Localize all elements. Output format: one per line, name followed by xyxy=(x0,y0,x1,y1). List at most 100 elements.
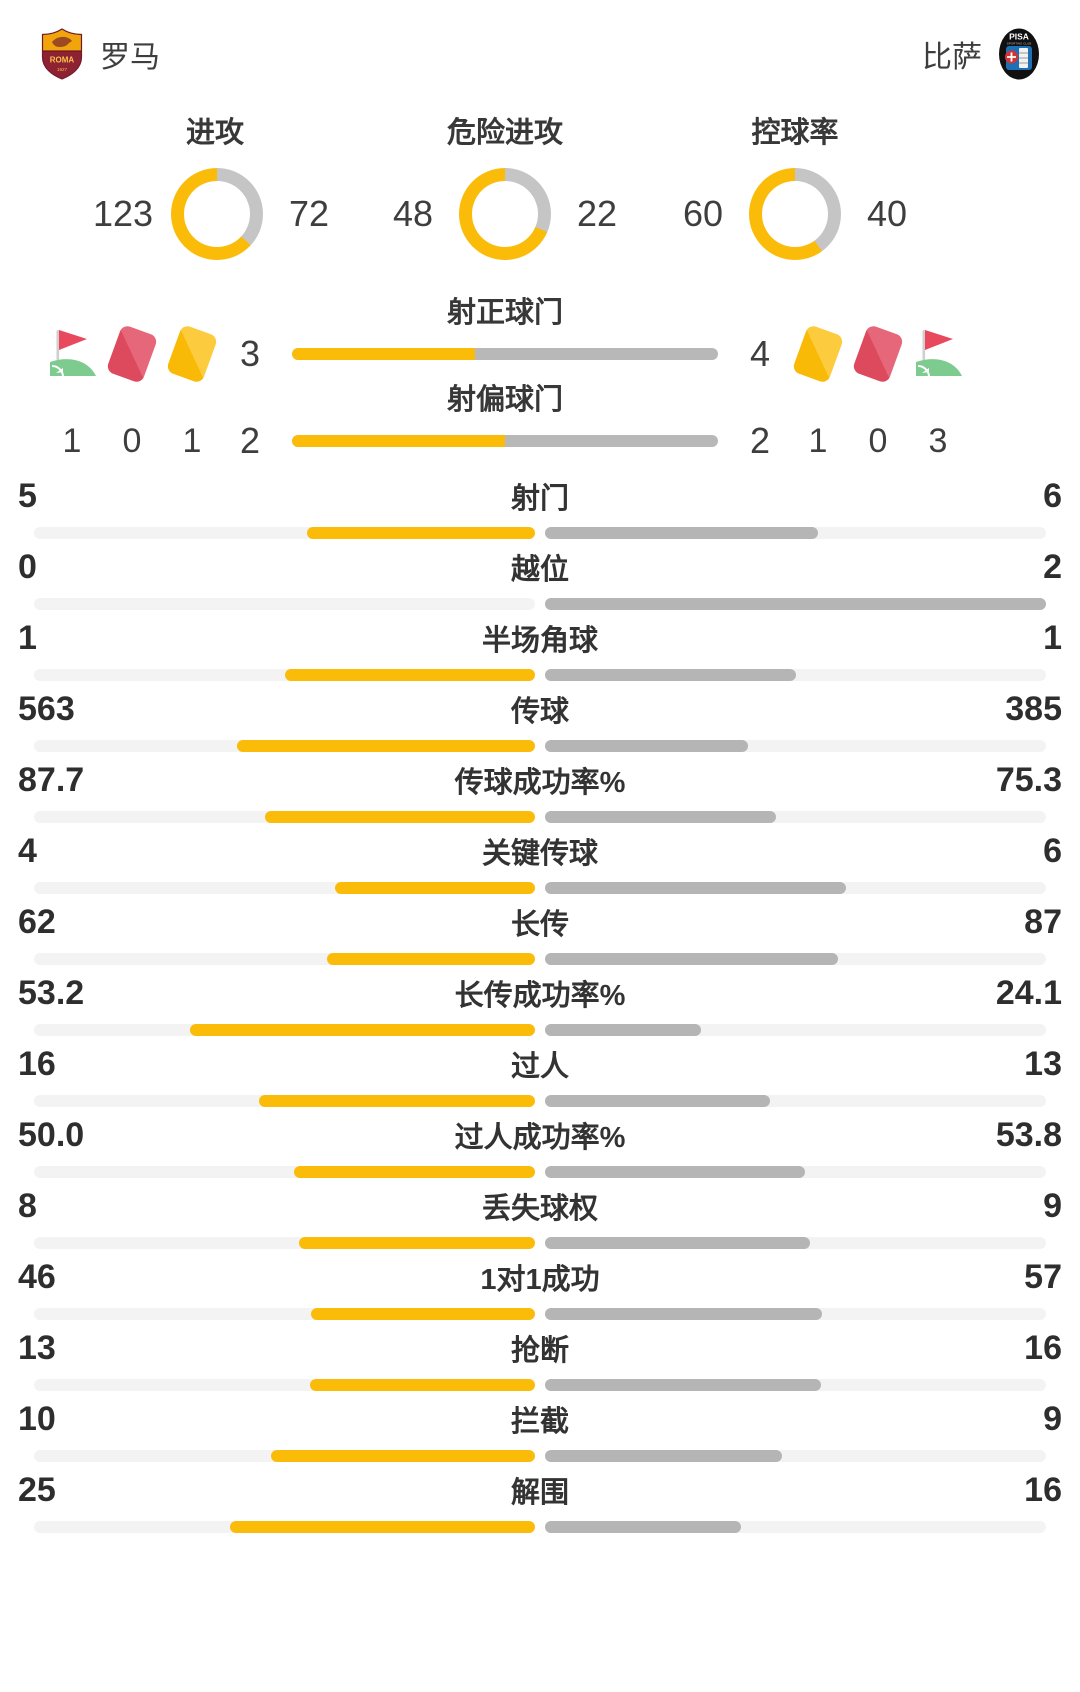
stat-label: 关键传球 xyxy=(481,838,599,870)
donut-title: 控球率 xyxy=(751,117,839,149)
stat-home-track xyxy=(34,1024,535,1036)
stat-away-fill xyxy=(545,598,1046,610)
stat-label: 解围 xyxy=(510,1477,570,1509)
donut-chart xyxy=(749,168,841,260)
corner-flag-icon xyxy=(908,326,968,382)
yellow-card-icon xyxy=(162,324,222,384)
stat-home-fill xyxy=(284,669,535,681)
shots-on-target-title: 射正球门 xyxy=(446,297,563,329)
stat-row: 0 越位 2 xyxy=(0,545,1080,610)
stat-home-value: 0 xyxy=(18,547,37,586)
donut-home-value: 123 xyxy=(92,193,154,234)
match-header: ROMA 1927 罗马 比萨 PISA SPORTING CLUB xyxy=(0,0,1080,82)
stat-away-track xyxy=(545,882,1046,894)
stat-home-value: 4 xyxy=(18,831,37,870)
donut-stat: 危险进攻 48 22 xyxy=(360,110,650,262)
stat-away-fill xyxy=(545,953,838,965)
stat-home-track xyxy=(34,882,535,894)
stat-home-fill xyxy=(326,953,535,965)
stat-away-track xyxy=(545,1450,1046,1462)
stat-away-value: 1 xyxy=(1043,618,1062,657)
stat-away-fill xyxy=(545,811,777,823)
stat-label: 传球成功率% xyxy=(454,767,626,799)
shots-off-target-row: 2 2 xyxy=(222,420,788,462)
stat-away-track xyxy=(545,1379,1046,1391)
stat-away-fill xyxy=(545,669,796,681)
stat-home-value: 10 xyxy=(18,1399,56,1438)
stat-row: 16 过人 13 xyxy=(0,1042,1080,1107)
stat-home-value: 5 xyxy=(18,476,37,515)
stat-home-track xyxy=(34,1237,535,1249)
home-discipline-counts: 1 0 1 xyxy=(42,422,222,461)
pisa-crest-logo: PISA SPORTING CLUB xyxy=(998,28,1040,80)
stat-away-fill xyxy=(545,1308,823,1320)
stat-away-track xyxy=(545,598,1046,610)
shots-off-home-value: 2 xyxy=(239,420,261,461)
stat-label: 长传成功率% xyxy=(454,980,626,1012)
away-discipline-counts: 1 0 3 xyxy=(788,422,1038,461)
stat-home-fill xyxy=(307,527,535,539)
stat-label: 过人 xyxy=(510,1051,570,1083)
stat-home-fill xyxy=(271,1450,535,1462)
home-discipline-icons xyxy=(42,324,222,384)
donut-title: 危险进攻 xyxy=(446,117,563,149)
stat-home-fill xyxy=(310,1379,535,1391)
stat-away-track xyxy=(545,669,1046,681)
stat-label: 1对1成功 xyxy=(480,1264,600,1296)
team-home[interactable]: ROMA 1927 罗马 xyxy=(40,28,160,80)
donut-away-value: 40 xyxy=(866,193,908,234)
stat-home-track xyxy=(34,811,535,823)
roma-crest-logo: ROMA 1927 xyxy=(40,28,84,80)
team-home-name: 罗马 xyxy=(100,41,160,74)
donut-section: 进攻 123 72 危险进攻 48 22 控球率 60 40 xyxy=(0,110,1080,262)
stat-home-track xyxy=(34,953,535,965)
red-card-icon xyxy=(102,324,162,384)
stat-home-track xyxy=(34,1095,535,1107)
stat-away-fill xyxy=(545,527,819,539)
away-yellow-card-count: 1 xyxy=(808,421,828,460)
team-away[interactable]: 比萨 PISA SPORTING CLUB xyxy=(922,28,1040,80)
stat-home-value: 16 xyxy=(18,1044,56,1083)
stat-row: 46 1对1成功 57 xyxy=(0,1255,1080,1320)
stat-row: 25 解围 16 xyxy=(0,1468,1080,1533)
stat-label: 传球 xyxy=(510,696,570,728)
svg-text:PISA: PISA xyxy=(1009,32,1029,42)
stat-home-value: 13 xyxy=(18,1328,56,1367)
stat-away-value: 75.3 xyxy=(995,760,1062,799)
stat-home-track xyxy=(34,669,535,681)
stat-label: 丢失球权 xyxy=(481,1193,599,1225)
stat-away-track xyxy=(545,1308,1046,1320)
stat-home-value: 53.2 xyxy=(18,973,85,1012)
shots-off-bar xyxy=(292,435,718,447)
stat-away-value: 2 xyxy=(1043,547,1062,586)
stat-home-value: 46 xyxy=(18,1257,56,1296)
home-red-card-count: 0 xyxy=(122,421,142,460)
shots-off-away-value: 2 xyxy=(749,420,771,461)
stat-away-fill xyxy=(545,1450,783,1462)
stats-list: 5 射门 6 0 越位 2 1 半场角球 1 xyxy=(0,474,1080,1533)
shots-section: 射正球门 射偏球门 3 4 2 2 xyxy=(0,290,1080,466)
stat-home-fill xyxy=(293,1166,535,1178)
yellow-card-icon xyxy=(788,324,848,384)
stat-home-value: 62 xyxy=(18,902,56,941)
svg-text:SPORTING CLUB: SPORTING CLUB xyxy=(1007,42,1031,46)
stat-home-fill xyxy=(334,882,535,894)
donut-title: 进攻 xyxy=(185,117,244,149)
stat-away-value: 6 xyxy=(1043,831,1062,870)
stat-away-value: 57 xyxy=(1024,1257,1062,1296)
stat-away-value: 16 xyxy=(1024,1328,1062,1367)
stat-row: 4 关键传球 6 xyxy=(0,829,1080,894)
stat-label: 半场角球 xyxy=(481,625,599,657)
stat-home-track xyxy=(34,740,535,752)
stat-label: 越位 xyxy=(510,554,570,586)
stat-home-track xyxy=(34,527,535,539)
away-discipline-icons xyxy=(788,324,1038,384)
stat-label: 抢断 xyxy=(510,1335,570,1367)
donut-stat: 控球率 60 40 xyxy=(650,110,940,262)
stat-home-fill xyxy=(311,1308,535,1320)
stat-away-fill xyxy=(545,1379,822,1391)
stat-away-track xyxy=(545,1024,1046,1036)
shots-on-away-value: 4 xyxy=(749,333,771,374)
donut-away-value: 22 xyxy=(576,193,618,234)
donut-chart xyxy=(459,168,551,260)
